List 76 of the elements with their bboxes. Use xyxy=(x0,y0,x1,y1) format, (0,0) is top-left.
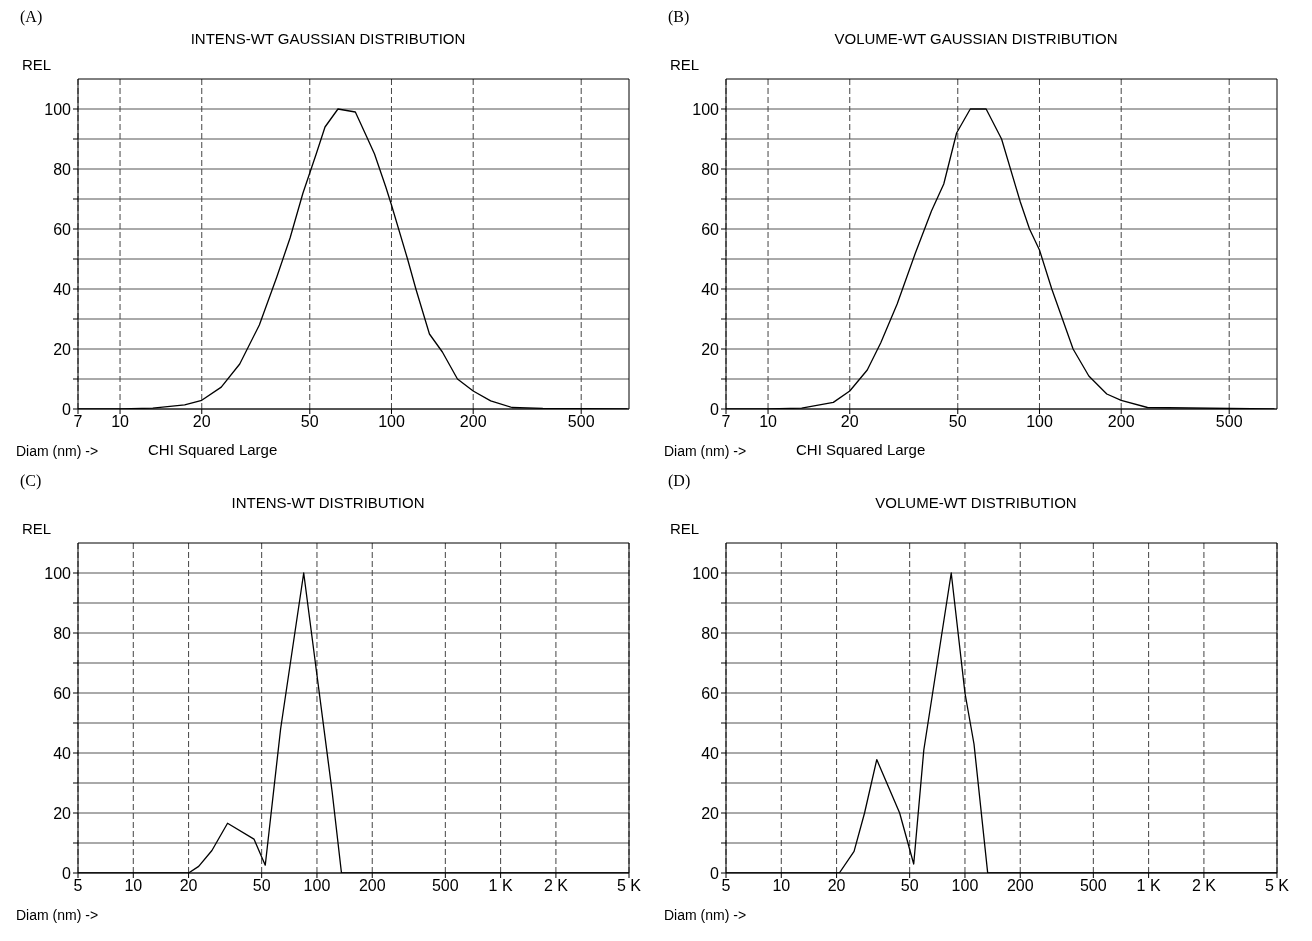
x-tick-label: 50 xyxy=(300,413,319,431)
y-tick-label: 20 xyxy=(701,340,720,358)
y-axis-title: REL xyxy=(22,56,52,73)
y-tick-label: 80 xyxy=(53,624,72,642)
y-tick-label: 80 xyxy=(701,624,720,642)
chart-title: INTENS-WT GAUSSIAN DISTRIBUTION xyxy=(189,30,467,47)
y-tick-label: 0 xyxy=(62,400,72,418)
y-tick-label: 60 xyxy=(53,220,72,238)
x-tick-label: 100 xyxy=(1026,413,1053,431)
text: (A) xyxy=(20,8,43,26)
x-tick-label: 5 K xyxy=(1264,877,1290,895)
x-tick-label: 10 xyxy=(772,877,791,895)
x-tick-label: 20 xyxy=(827,877,846,895)
y-tick-label: 0 xyxy=(62,864,72,882)
x-tick-label: 100 xyxy=(951,877,979,895)
x-tick-label: 10 xyxy=(111,413,130,431)
x-tick-label: 2 K xyxy=(543,877,569,895)
x-tick-label: 10 xyxy=(759,413,778,431)
x-tick-label: 200 xyxy=(1006,877,1034,895)
text: (D) xyxy=(668,472,691,490)
y-tick-label: 60 xyxy=(53,684,72,702)
x-tick-label: 7 xyxy=(721,413,731,431)
x-tick-label: 20 xyxy=(840,413,859,431)
x-tick-label: 5 xyxy=(721,877,731,895)
x-tick-label: 1 K xyxy=(488,877,513,895)
x-tick-label: 20 xyxy=(192,413,211,431)
x-tick-label: 100 xyxy=(378,413,405,431)
x-axis-title: Diam (nm) -> xyxy=(664,907,747,923)
chart-title: VOLUME-WT DISTRIBUTION xyxy=(874,494,1078,511)
y-tick-label: 20 xyxy=(53,340,72,358)
y-tick-label: 40 xyxy=(701,744,720,762)
y-tick-label: 20 xyxy=(53,804,72,822)
x-tick-label: 50 xyxy=(252,877,271,895)
x-axis-title: Diam (nm) -> xyxy=(16,907,99,923)
y-tick-label: 60 xyxy=(701,684,720,702)
y-axis-title: REL xyxy=(670,56,700,73)
x-tick-label: 1 K xyxy=(1136,877,1161,895)
y-tick-label: 0 xyxy=(710,864,720,882)
text: (B) xyxy=(668,8,690,26)
x-axis-title: Diam (nm) -> xyxy=(664,443,747,459)
y-tick-label: 40 xyxy=(53,280,72,298)
x-tick-label: 500 xyxy=(431,877,459,895)
text: CHI Squared Large xyxy=(148,441,278,458)
y-tick-label: 40 xyxy=(53,744,72,762)
x-tick-label: 200 xyxy=(358,877,386,895)
x-tick-label: 100 xyxy=(303,877,331,895)
x-tick-label: 50 xyxy=(948,413,967,431)
x-tick-label: 5 xyxy=(73,877,83,895)
x-tick-label: 2 K xyxy=(1191,877,1217,895)
y-tick-label: 40 xyxy=(701,280,720,298)
x-tick-label: 7 xyxy=(73,413,83,431)
x-tick-label: 5 K xyxy=(616,877,642,895)
chart-title: INTENS-WT DISTRIBUTION xyxy=(230,494,426,511)
y-tick-label: 100 xyxy=(44,100,72,118)
y-axis-title: REL xyxy=(22,520,52,537)
y-tick-label: 60 xyxy=(701,220,720,238)
x-tick-label: 500 xyxy=(567,413,595,431)
x-tick-label: 10 xyxy=(124,877,143,895)
x-tick-label: 50 xyxy=(900,877,919,895)
y-tick-label: 100 xyxy=(44,564,72,582)
text: CHI Squared Large xyxy=(796,441,926,458)
x-tick-label: 20 xyxy=(179,877,198,895)
text: (C) xyxy=(20,472,42,490)
x-tick-label: 200 xyxy=(1107,413,1135,431)
x-tick-label: 200 xyxy=(459,413,487,431)
y-tick-label: 80 xyxy=(53,160,72,178)
x-tick-label: 500 xyxy=(1079,877,1107,895)
y-tick-label: 0 xyxy=(710,400,720,418)
y-tick-label: 20 xyxy=(701,804,720,822)
x-tick-label: 500 xyxy=(1215,413,1243,431)
y-tick-label: 80 xyxy=(701,160,720,178)
y-axis-title: REL xyxy=(670,520,700,537)
x-axis-title: Diam (nm) -> xyxy=(16,443,99,459)
y-tick-label: 100 xyxy=(692,100,720,118)
y-tick-label: 100 xyxy=(692,564,720,582)
chart-title: VOLUME-WT GAUSSIAN DISTRIBUTION xyxy=(833,30,1119,47)
